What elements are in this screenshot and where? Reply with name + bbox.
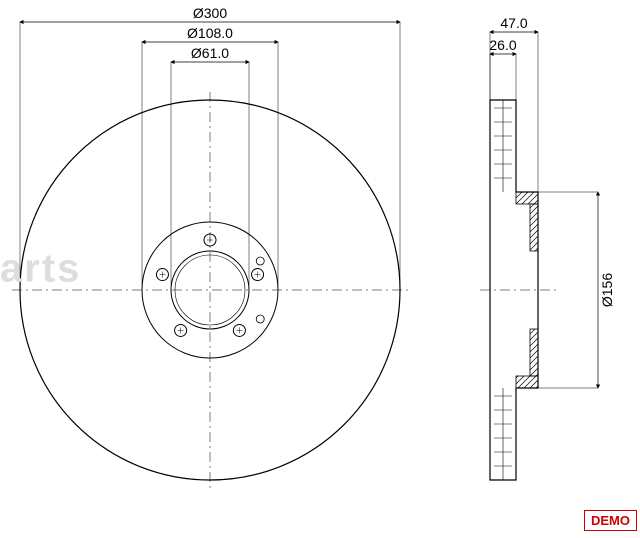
svg-text:Ø300: Ø300 — [193, 5, 227, 21]
svg-text:Ø156: Ø156 — [599, 273, 615, 307]
demo-badge: DEMO — [584, 510, 637, 531]
svg-text:47.0: 47.0 — [500, 15, 527, 31]
front-view — [12, 92, 408, 488]
svg-text:Ø61.0: Ø61.0 — [191, 45, 229, 61]
technical-drawing: Ø300 Ø108.0 Ø61.0 47.0 26.0 Ø156 — [0, 0, 640, 538]
svg-text:Ø108.0: Ø108.0 — [187, 25, 233, 41]
svg-text:26.0: 26.0 — [489, 37, 516, 53]
side-view — [480, 100, 558, 480]
